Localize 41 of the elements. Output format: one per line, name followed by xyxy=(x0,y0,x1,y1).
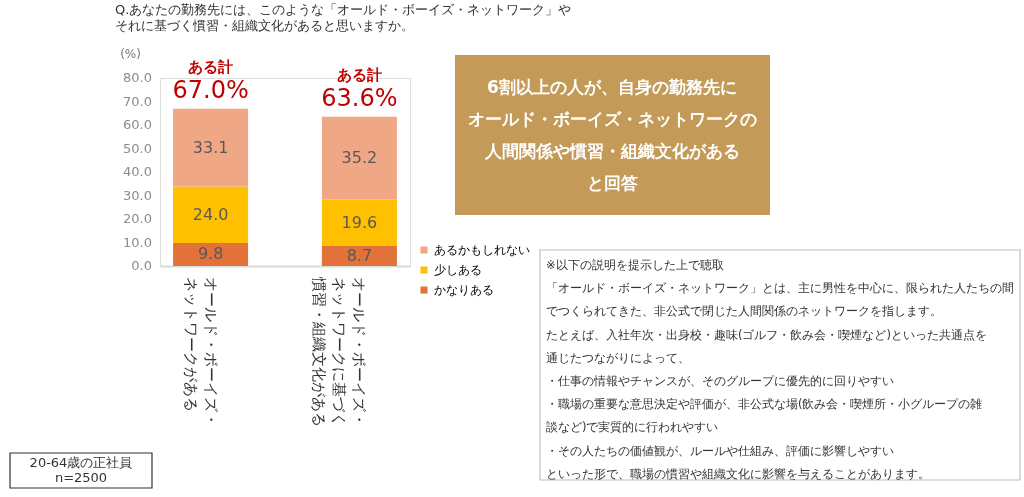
y-tick-label: 50.0 xyxy=(123,140,152,156)
bar xyxy=(173,108,249,187)
data-label: 9.8 xyxy=(197,244,224,264)
text: 6割以上の人が、自身の勤務先にオールド・ボーイズ・ネットワークの人間関係や慣習・組織文化があると回答 xyxy=(467,77,757,193)
bar xyxy=(321,116,397,200)
text: たとえば、入社年次・出身校・趣味(ゴルフ・飲み会・喫煙など)といった共通点を通じたつながりによって、 xyxy=(546,327,987,365)
y-tick-label: 40.0 xyxy=(123,164,152,179)
text: ・職場の重要な意思決定や評価が、非公式な場(飲み会・喫煙所・小グループの雑談など)で実質的に行われやすい xyxy=(546,397,983,435)
bar xyxy=(321,199,397,246)
text: ・その人たちの価値観が、ルールや仕組み、評価に影響しやすい xyxy=(546,443,894,458)
text: といった形で、職場の慣習や組織文化に影響を与えることがあります。 xyxy=(546,466,930,481)
y-tick-label: 70.0 xyxy=(123,93,152,109)
text: n=2500 xyxy=(54,470,108,485)
text: 20-64歳の正社員 xyxy=(29,455,133,470)
bar xyxy=(173,186,249,243)
total-label: 63.6% xyxy=(321,83,398,112)
legend-label: 少しある xyxy=(434,263,482,277)
annotation: ある計 xyxy=(188,57,234,76)
bar xyxy=(173,242,249,266)
chart-title: Q.あなたの勤務先には、このような「オールド・ボーイズ・ネットワーク」やそれに基づく慣習・組織文化があると思いますか。 xyxy=(115,2,572,33)
data-label: 33.1 xyxy=(192,137,229,157)
data-label: 19.6 xyxy=(341,212,378,232)
y-tick-label: 10.0 xyxy=(123,234,152,250)
y-axis-title: (%) xyxy=(120,46,141,61)
text: 「オールド・ボーイズ・ネットワーク」とは、主に男性を中心に、限られた人たちの間でつくられてきた、非公式で閉じた人間関係のネットワークを指します。 xyxy=(546,281,1014,319)
y-tick-label: 60.0 xyxy=(123,117,152,132)
data-label: 35.2 xyxy=(341,148,378,168)
total-label: 67.0% xyxy=(172,75,249,104)
y-tick-label: 30.0 xyxy=(123,187,152,203)
data-label: 8.7 xyxy=(346,245,373,265)
text: ・仕事の情報やチャンスが、そのグループに優先的に回りやすい xyxy=(546,374,894,388)
legend-label: あるかもしれない xyxy=(434,243,530,257)
x-tick-label: オールド・ボーイズ・ネットワークに基づく慣習・組織文化がある xyxy=(310,275,369,427)
x-tick-label: オールド・ボーイズ・ネットワークがある xyxy=(181,276,220,427)
legend-label: かなりある xyxy=(434,283,494,297)
y-tick-label: 80.0 xyxy=(123,70,152,85)
annotation: ある計 xyxy=(336,65,382,84)
text: ※以下の説明を提示した上で聴取 xyxy=(546,258,724,272)
data-label: 24.0 xyxy=(192,204,229,224)
y-tick-label: 0.0 xyxy=(131,258,152,273)
y-tick-label: 20.0 xyxy=(123,211,152,226)
